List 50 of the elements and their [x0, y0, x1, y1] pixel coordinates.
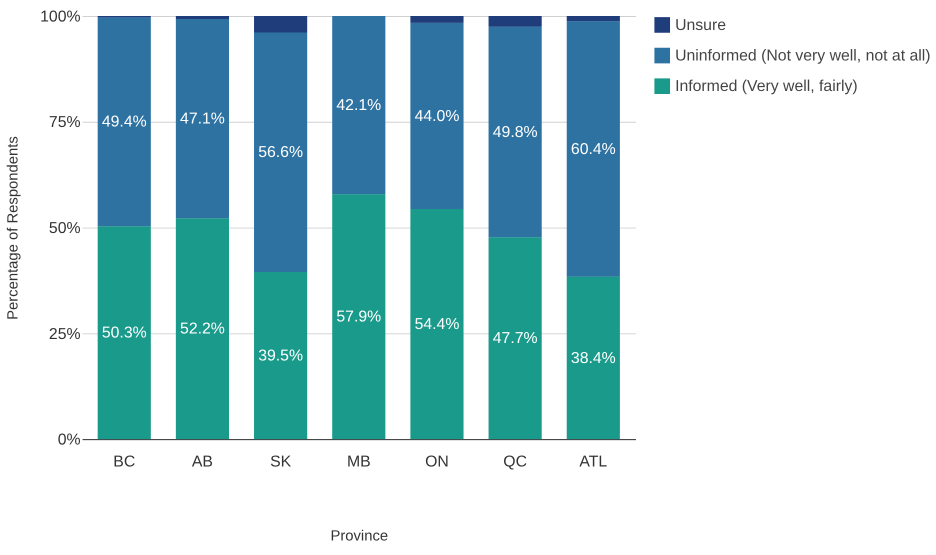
bar: [410, 208, 464, 440]
y-axis-title: Percentage of Respondents: [5, 136, 22, 320]
data-label: 47.7%: [492, 330, 538, 348]
bar: [176, 218, 230, 440]
bar: [410, 22, 464, 209]
data-label: 54.4%: [414, 316, 460, 333]
bar: [488, 26, 542, 238]
y-tick-label: 50%: [48, 220, 81, 237]
data-label: 50.3%: [102, 324, 147, 342]
x-tick-label: AB: [192, 453, 213, 470]
x-tick-label: BC: [113, 453, 136, 470]
x-axis-title: Province: [330, 528, 388, 544]
data-label: 49.8%: [492, 124, 538, 141]
y-tick-label: 100%: [40, 8, 81, 26]
x-tick-label: QC: [503, 453, 527, 470]
bar: [254, 16, 308, 33]
bar: [254, 272, 308, 440]
bar: [410, 16, 464, 23]
bar: [176, 16, 230, 20]
data-label: 42.1%: [336, 97, 382, 114]
data-label: 38.4%: [570, 350, 616, 367]
bar: [488, 16, 542, 27]
data-label: 47.1%: [180, 110, 225, 128]
x-tick-label: SK: [270, 453, 292, 470]
legend-label: Uninformed (Not very well, not at all): [675, 48, 931, 65]
bar: [332, 194, 386, 440]
data-label: 49.4%: [102, 114, 147, 131]
bar: [98, 17, 151, 226]
data-label: 57.9%: [336, 308, 382, 326]
legend-label: Unsure: [675, 16, 726, 34]
y-tick-label: 25%: [48, 326, 81, 343]
bar: [332, 16, 386, 194]
x-tick-label: ON: [425, 453, 449, 470]
data-label: 60.4%: [570, 140, 616, 158]
data-label: 44.0%: [414, 108, 460, 125]
bar: [566, 276, 620, 440]
bar: [488, 237, 542, 440]
data-label: 52.2%: [180, 320, 225, 338]
bar: [176, 19, 230, 218]
bar: [566, 21, 620, 277]
data-label: 56.6%: [258, 144, 304, 162]
x-tick-label: MB: [346, 453, 371, 470]
bar: [254, 32, 308, 272]
y-tick-label: 75%: [48, 114, 81, 132]
bar: [566, 16, 620, 22]
x-tick-label: ATL: [579, 453, 608, 470]
legend-label: Informed (Very well, fairly): [675, 78, 858, 96]
data-label: 39.5%: [258, 347, 304, 364]
bar: [98, 226, 151, 440]
y-tick-label: 0%: [58, 432, 81, 449]
